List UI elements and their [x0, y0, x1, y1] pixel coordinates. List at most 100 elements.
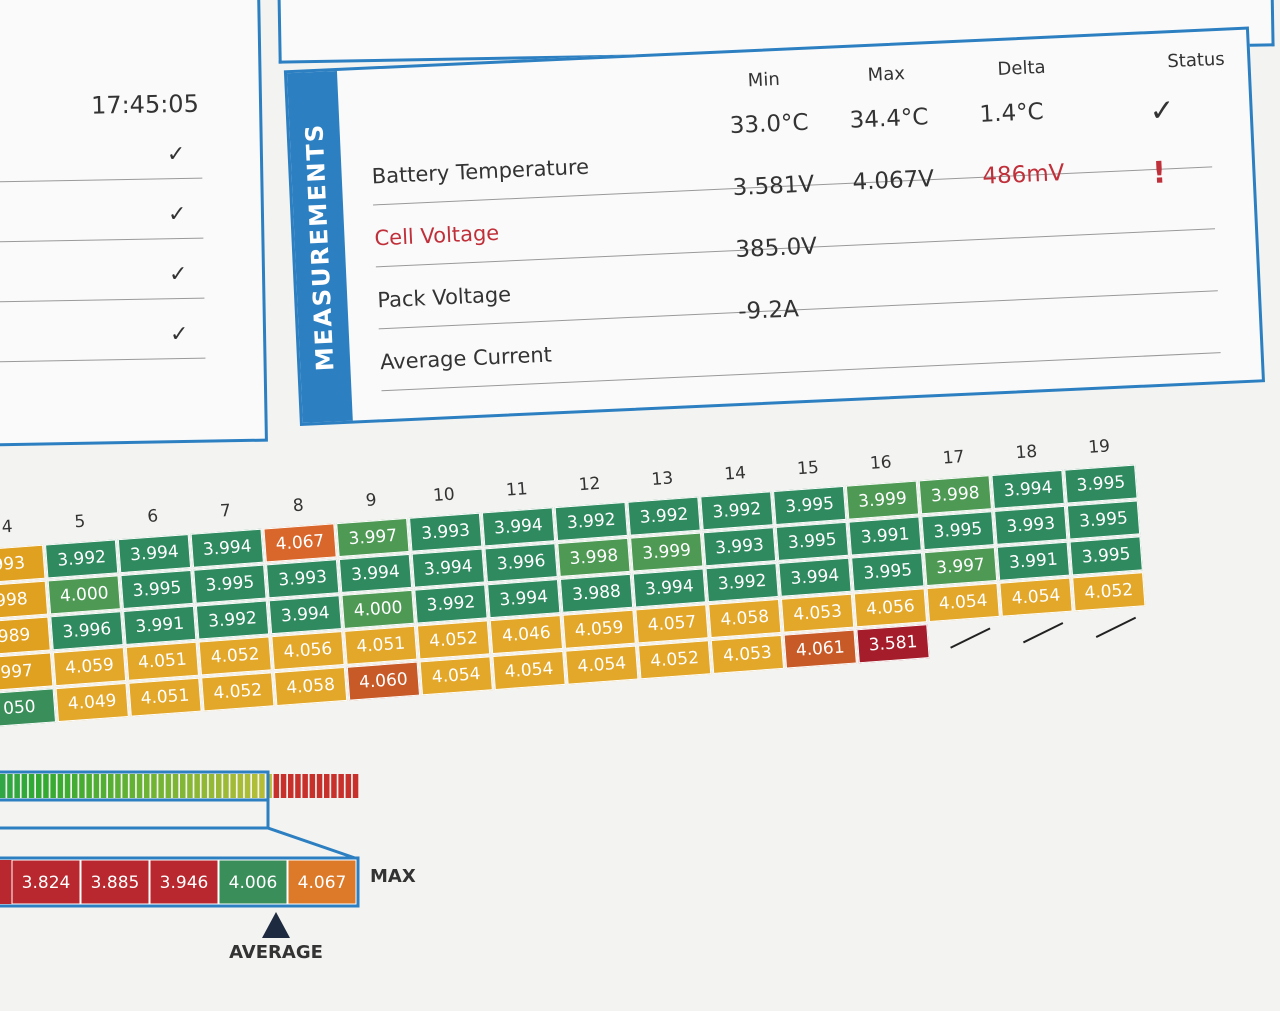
scale-graphic: 3.824 3.885 3.946 4.006 4.067 MAX AVERAGE [0, 770, 416, 960]
cell-voltage: 4.049 [55, 682, 129, 723]
check: ✓ [167, 201, 187, 228]
cell-voltage: 3.994 [268, 595, 342, 635]
cell-voltage: 4.058 [708, 598, 782, 639]
cell-voltage: 4.000 [341, 589, 415, 629]
strip-bar [237, 774, 244, 798]
bracket-lines [266, 800, 356, 860]
cell-max: 4.067V [851, 165, 935, 196]
cell-voltage: 4.060 [346, 661, 421, 701]
column-number: 7 [219, 500, 232, 522]
average-marker [262, 912, 290, 938]
check: ✓ [169, 321, 189, 348]
cell-voltage: 4.053 [780, 593, 855, 633]
cell-voltage: 997 [0, 652, 54, 692]
strip-bar [324, 774, 330, 798]
cell-voltage: 3.999 [845, 480, 920, 520]
cell-delta: 486mV [981, 160, 1065, 190]
cell-voltage: 3.995 [1069, 536, 1143, 576]
rule [0, 357, 206, 363]
cell-voltage: 4.051 [344, 625, 418, 665]
cell-voltage: 4.046 [489, 615, 564, 655]
cell-voltage: 3.995 [775, 521, 849, 561]
strip-bar [14, 774, 20, 798]
strip-bar [187, 774, 193, 798]
row-label: Average Current [379, 342, 553, 375]
cell-voltage: 4.059 [562, 609, 636, 649]
scale-frame [0, 856, 360, 908]
strip-bar [331, 774, 337, 798]
cell-min: 3.581V [732, 171, 815, 202]
cell-voltage: 3.992 [45, 539, 119, 579]
cell-voltage: 3.995 [120, 569, 194, 610]
strip-bar [302, 774, 308, 798]
column-number: 8 [292, 495, 305, 517]
column-number: 17 [942, 447, 966, 469]
strip-bar [0, 774, 6, 798]
check: ✓ [168, 261, 188, 288]
max-label: MAX [370, 866, 416, 887]
cell-voltage: 3.993 [266, 559, 340, 599]
cell-voltage: 4.052 [416, 620, 491, 660]
strip-bar [43, 774, 49, 798]
cell-voltage: 3.994 [632, 568, 707, 608]
cell-voltage: 3.993 [702, 527, 777, 567]
column-number: 9 [365, 490, 378, 511]
cell-voltage: 3.997 [336, 517, 410, 558]
cell-voltage: 3.998 [918, 475, 992, 515]
cell-voltage: 3.995 [1066, 500, 1141, 540]
strip-bar [295, 774, 301, 798]
scale-value: 3.885 [91, 873, 140, 893]
strip-bar [129, 774, 136, 798]
cell-voltage: 4.052 [201, 672, 275, 712]
column-number: 15 [796, 457, 820, 480]
empty-slash [1095, 616, 1137, 638]
strip-bar [57, 774, 64, 798]
cell-status: ✓ [1148, 93, 1176, 130]
column-number: 11 [505, 479, 529, 501]
cell-min: 385.0V [734, 233, 818, 264]
cell-voltage: 989 [0, 616, 51, 656]
cell-voltage: 3.992 [414, 584, 488, 624]
scale-value: 4.006 [229, 873, 278, 893]
cell-voltage: 998 [0, 580, 49, 620]
strip-bar [165, 774, 172, 798]
cell-max: 34.4°C [849, 104, 930, 134]
column-number: 12 [578, 473, 602, 496]
column-number: 19 [1087, 436, 1111, 458]
scale-value: 4.067 [298, 873, 347, 893]
strip-bar [230, 774, 236, 798]
cell-status: ! [1151, 155, 1167, 192]
cell-min: 33.0°C [729, 109, 810, 140]
strip-bar [172, 774, 179, 798]
cell-voltage: 3.996 [484, 543, 558, 583]
row-label: Battery Temperature [371, 154, 590, 189]
cell-voltage: 3.998 [557, 537, 631, 577]
strip-bar [72, 774, 78, 798]
cell-voltage: 3.994 [991, 469, 1065, 509]
scale-value: 3.946 [160, 873, 209, 893]
measurements-panel: MEASUREMENTS Min Max Delta Status Battery Te… [283, 26, 1266, 426]
strip-bar [309, 774, 316, 798]
strip-bar [259, 774, 265, 798]
cell-voltage: 4.051 [125, 641, 200, 681]
cell-voltage: 3.996 [50, 611, 124, 651]
column-number: 13 [650, 468, 674, 490]
rule [0, 177, 203, 183]
cell-voltage: 3.991 [848, 516, 922, 556]
cell-voltage: 3.995 [1064, 464, 1138, 504]
strip-bar [136, 774, 143, 798]
column-number: 5 [73, 511, 87, 533]
strip-bar [316, 774, 323, 798]
cell-voltage: 4.052 [1072, 572, 1146, 612]
cell-voltage: 3.993 [409, 512, 483, 552]
cell-voltage: 3.991 [123, 605, 197, 645]
strip-bar [122, 774, 128, 798]
strip-bar [36, 774, 42, 798]
column-header: Max [867, 63, 906, 86]
empty-slash [950, 627, 991, 649]
time: 17:45:05 [90, 89, 200, 120]
bracket [0, 770, 270, 802]
cell-voltage: 4.054 [926, 582, 1000, 623]
cell-voltage: 4.054 [419, 656, 493, 696]
cell-voltage: 4.052 [637, 640, 712, 680]
